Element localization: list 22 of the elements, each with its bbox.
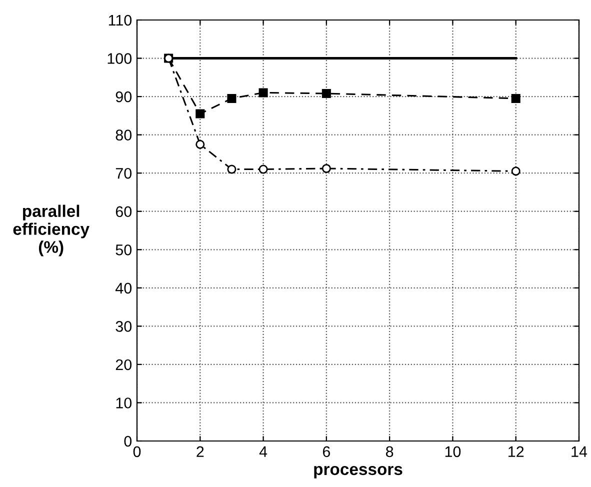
y-tick-label: 50: [116, 244, 132, 256]
y-tick-label: 20: [116, 359, 132, 370]
y-tick-label: 110: [108, 14, 132, 26]
y-tick-label: 0: [124, 436, 132, 447]
x-tick-label: 6: [322, 446, 330, 458]
x-tick-label: 2: [196, 446, 204, 457]
y-tick-label: 30: [116, 321, 132, 332]
x-tick-label: 8: [386, 446, 394, 458]
y-axis-title: parallel efficiency (%): [13, 204, 90, 256]
x-tick-label: 4: [259, 446, 268, 457]
y-tick-label: 70: [116, 168, 132, 179]
x-tick-label: 14: [572, 446, 588, 457]
y-tick-label: 90: [116, 91, 132, 102]
x-tick-label: 10: [445, 446, 461, 458]
y-tick-label: 60: [116, 206, 132, 218]
y-tick-label: 10: [116, 398, 132, 408]
y-tick-label: 80: [116, 130, 132, 141]
y-tick-label: 100: [108, 53, 132, 64]
x-tick-label: 12: [508, 446, 524, 457]
x-tick-label: 0: [133, 446, 141, 458]
x-axis-title: processors: [314, 466, 402, 478]
y-tick-label: 40: [116, 282, 132, 294]
